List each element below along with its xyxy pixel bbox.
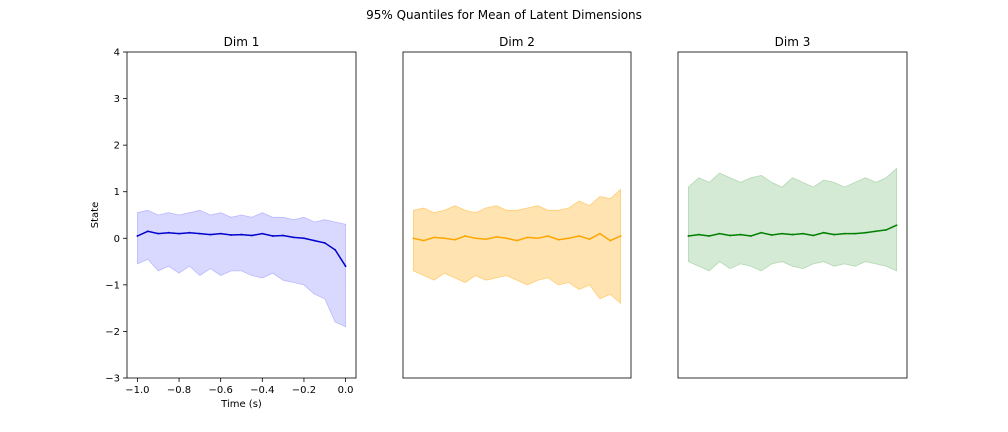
subplot-title: Dim 2: [499, 35, 535, 49]
y-tick-label: 2: [114, 141, 120, 152]
x-tick-label: 0.0: [338, 385, 354, 396]
mean-point: [687, 235, 690, 237]
mean-point: [760, 231, 763, 234]
axes-frame: [677, 51, 908, 379]
mean-point: [708, 235, 711, 237]
mean-point: [588, 238, 591, 241]
mean-point: [567, 237, 570, 240]
quantile-band: [688, 167, 897, 272]
mean-point: [495, 235, 498, 238]
subplot-title: Dim 1: [224, 35, 260, 49]
mean-point: [864, 231, 867, 234]
y-tick-label: 4: [114, 48, 120, 59]
mean-point: [219, 232, 222, 235]
mean-point: [453, 238, 456, 241]
mean-point: [188, 231, 191, 234]
mean-point: [729, 234, 731, 237]
mean-point: [619, 235, 622, 237]
mean-point: [146, 230, 149, 233]
mean-point: [198, 232, 201, 235]
mean-point: [874, 230, 877, 233]
mean-point: [282, 234, 285, 237]
mean-point: [843, 232, 846, 235]
mean-point: [505, 237, 508, 240]
mean-point: [536, 237, 539, 240]
subplot-1: Dim 1 −1.0 −0.8 −0.6 −0.4 −0.2 0.0 −3 −2 −1 0 1 2 3 4 T…: [90, 35, 357, 410]
mean-point: [739, 233, 742, 236]
x-tick-label: −1.0: [125, 385, 149, 396]
mean-point: [209, 233, 212, 236]
x-tick-label: −0.4: [250, 385, 274, 396]
subplot-2: Dim 2: [402, 35, 632, 379]
mean-point: [251, 234, 253, 237]
mean-point: [313, 239, 316, 242]
y-tick-label: −2: [105, 327, 120, 338]
subplot-3: Dim 3: [677, 35, 908, 379]
mean-point: [802, 232, 804, 235]
x-tick-label: −0.6: [209, 385, 233, 396]
mean-point: [770, 234, 773, 236]
mean-point: [178, 232, 180, 235]
axes-frame: [402, 51, 632, 379]
mean-point: [812, 234, 815, 237]
mean-point: [516, 239, 518, 242]
mean-point: [697, 233, 700, 236]
mean-point: [822, 231, 825, 234]
quantile-band: [413, 188, 621, 305]
mean-point: [422, 239, 425, 242]
mean-point: [412, 237, 415, 240]
mean-point: [261, 232, 264, 235]
mean-point: [240, 233, 243, 236]
mean-point: [474, 237, 477, 240]
axes-frame: [126, 51, 357, 379]
mean-point: [464, 235, 467, 237]
mean-point: [599, 232, 601, 235]
mean-point: [781, 232, 783, 235]
mean-point: [485, 238, 487, 241]
mean-point: [885, 229, 888, 231]
x-tick-label: −0.2: [292, 385, 316, 396]
mean-point: [833, 233, 836, 236]
mean-point: [167, 231, 170, 234]
x-axis-label: Time (s): [220, 399, 262, 410]
mean-point: [136, 235, 139, 237]
mean-point: [323, 242, 326, 244]
quantile-band: [137, 209, 346, 328]
x-tick-label: −0.8: [167, 385, 191, 396]
y-tick-label: 0: [114, 234, 120, 245]
mean-point: [344, 265, 347, 268]
mean-point: [547, 235, 549, 237]
subplots: Dim 1 −1.0 −0.8 −0.6 −0.4 −0.2 0.0 −3 −2 −1 0 1 2 3 4 T…: [90, 35, 908, 410]
mean-point: [609, 239, 612, 242]
mean-point: [303, 237, 305, 240]
mean-point: [433, 236, 435, 239]
mean-point: [271, 235, 274, 237]
y-axis-label: State: [90, 202, 101, 228]
y-tick-label: −3: [105, 374, 120, 385]
mean-point: [334, 249, 337, 251]
mean-point: [443, 237, 446, 240]
figure-suptitle: 95% Quantiles for Mean of Latent Dimensi…: [366, 8, 642, 22]
mean-point: [292, 236, 295, 239]
mean-point: [157, 232, 160, 235]
mean-point: [791, 233, 794, 236]
y-tick-label: 3: [114, 94, 120, 105]
mean-point: [749, 235, 752, 237]
mean-point: [526, 236, 529, 239]
mean-point: [230, 234, 232, 236]
y-tick-label: −1: [105, 280, 120, 291]
mean-point: [718, 232, 721, 235]
mean-point: [578, 235, 581, 237]
subplot-title: Dim 3: [775, 35, 811, 49]
mean-point: [895, 224, 898, 227]
y-tick-label: 1: [114, 187, 120, 198]
mean-point: [854, 232, 856, 235]
mean-point: [557, 238, 560, 241]
